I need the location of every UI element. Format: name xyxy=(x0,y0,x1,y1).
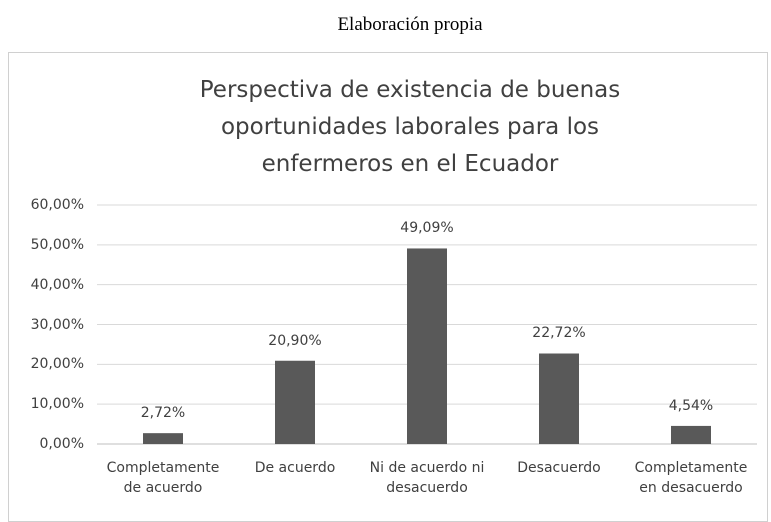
bar xyxy=(143,433,183,444)
y-tick-label: 0,00% xyxy=(39,436,84,452)
data-label: 4,54% xyxy=(668,397,714,414)
x-tick-label: Desacuerdo xyxy=(517,460,601,476)
data-label: 49,09% xyxy=(400,220,454,237)
chart xyxy=(97,204,757,445)
data-label: 20,90% xyxy=(268,332,322,349)
data-label: 22,72% xyxy=(532,325,586,342)
chart-title: Perspectiva de existencia de buenas opor… xyxy=(199,77,621,177)
y-tick-label: 30,00% xyxy=(30,316,84,333)
bar xyxy=(407,248,447,444)
x-tick-label: De acuerdo xyxy=(254,460,336,476)
caption: Elaboración propia xyxy=(337,14,483,35)
x-tick-label: Completamente en desacuerdo xyxy=(634,460,748,496)
bar xyxy=(671,425,711,444)
bar xyxy=(275,360,315,444)
bar xyxy=(539,353,579,444)
y-tick-label: 60,00% xyxy=(30,197,84,213)
y-tick-label: 20,00% xyxy=(30,356,84,373)
y-tick-label: 40,00% xyxy=(30,276,84,293)
data-label: 2,72% xyxy=(140,405,186,422)
page: Elaboración propia Perspectiva de existe… xyxy=(8,14,768,522)
x-tick-label: Completamente de acuerdo xyxy=(106,460,220,496)
y-tick-label: 10,00% xyxy=(30,396,84,413)
y-tick-label: 50,00% xyxy=(30,236,84,253)
x-tick-label: Ni de acuerdo ni desacuerdo xyxy=(369,460,485,496)
